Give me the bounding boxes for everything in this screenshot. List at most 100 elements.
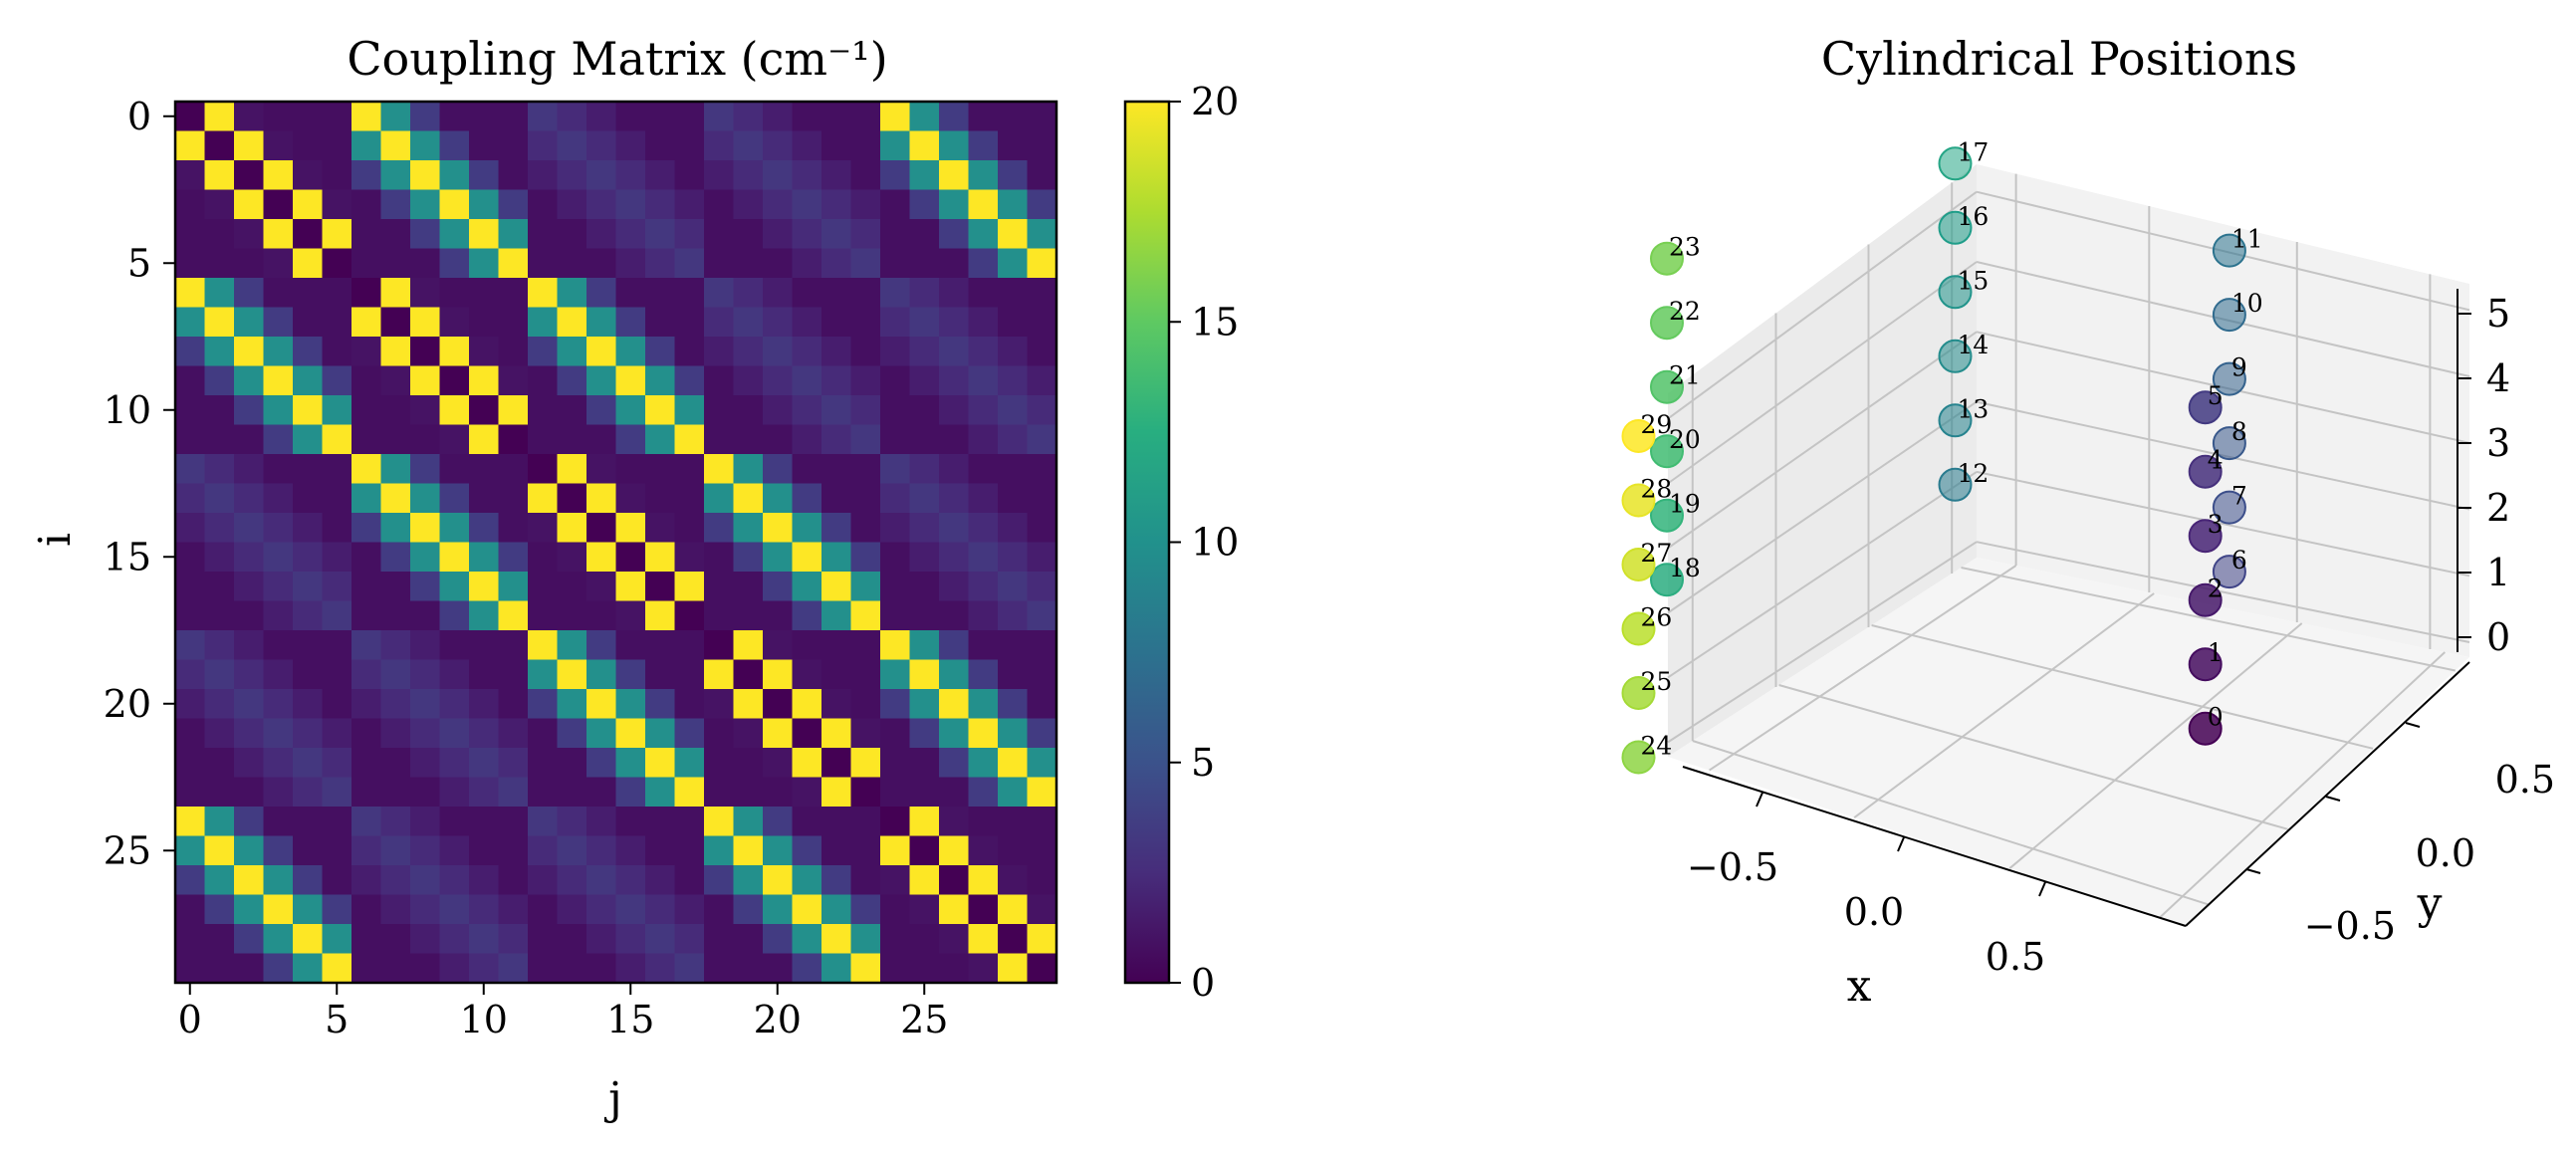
- heatmap-cell: [498, 807, 529, 837]
- heatmap-cell: [351, 248, 382, 279]
- heatmap-cell: [792, 454, 822, 485]
- heatmap-cell: [1027, 600, 1057, 631]
- heatmap-cell: [645, 130, 676, 161]
- scatter-point-label: 16: [1958, 202, 1990, 231]
- heatmap-cell: [351, 600, 382, 631]
- heatmap-cell: [380, 130, 411, 161]
- heatmap-cell: [380, 337, 411, 367]
- heatmap-cell: [704, 307, 735, 338]
- heatmap-cell: [850, 659, 881, 690]
- heatmap-cell: [204, 835, 235, 866]
- heatmap-cell: [792, 307, 822, 338]
- heatmap-cell: [557, 777, 587, 808]
- axis-tick-label: 0.5: [2495, 758, 2555, 802]
- heatmap-cell: [469, 483, 500, 514]
- heatmap-cell: [998, 807, 1029, 837]
- heatmap-cell: [704, 777, 735, 808]
- heatmap-cell: [704, 835, 735, 866]
- heatmap-cell: [204, 894, 235, 925]
- heatmap-cell: [528, 513, 559, 544]
- heatmap-cell: [968, 630, 999, 661]
- gridline: [1871, 624, 2374, 750]
- heatmap-cell: [1027, 924, 1057, 955]
- scatter-point: [1621, 548, 1656, 581]
- heatmap-cell: [968, 219, 999, 250]
- heatmap-cell: [792, 689, 822, 720]
- heatmap-cell: [909, 542, 940, 573]
- heatmap-cell: [998, 572, 1029, 602]
- heatmap-cell: [615, 924, 646, 955]
- heatmap-cell: [469, 365, 500, 396]
- heatmap-cell: [645, 248, 676, 279]
- heatmap-cell: [234, 600, 265, 631]
- heatmap-cell: [469, 337, 500, 367]
- scatter3d-title: Cylindrical Positions: [1821, 32, 2297, 86]
- heatmap-cell: [380, 953, 411, 984]
- heatmap-cell: [1027, 307, 1057, 338]
- heatmap-cell: [263, 513, 294, 544]
- heatmap-cell: [410, 835, 441, 866]
- heatmap-cell: [380, 630, 411, 661]
- heatmap-cell: [674, 572, 705, 602]
- heatmap-cell: [439, 365, 470, 396]
- heatmap-cell: [821, 395, 852, 426]
- heatmap-cell: [850, 483, 881, 514]
- heatmap-cell: [763, 278, 794, 309]
- heatmap-cell: [850, 337, 881, 367]
- heatmap-cell: [557, 718, 587, 749]
- heatmap-cell: [322, 718, 352, 749]
- heatmap-cell: [293, 102, 324, 132]
- heatmap-cell: [263, 424, 294, 455]
- heatmap-cell: [792, 807, 822, 837]
- heatmap-cell: [528, 572, 559, 602]
- gridline: [1667, 190, 1978, 420]
- heatmap-cell: [645, 160, 676, 191]
- scatter-point: [1938, 467, 1973, 502]
- heatmap-cell: [410, 894, 441, 925]
- heatmap-cell: [968, 600, 999, 631]
- heatmap-cell: [380, 748, 411, 779]
- heatmap-cell: [645, 337, 676, 367]
- heatmap-cell: [263, 600, 294, 631]
- heatmap-cell: [939, 718, 970, 749]
- heatmap-cell: [909, 630, 940, 661]
- heatmap-cell: [175, 395, 206, 426]
- heatmap-cell: [821, 483, 852, 514]
- heatmap-cell: [528, 718, 559, 749]
- heatmap-cell: [351, 689, 382, 720]
- scatter-point: [1650, 306, 1684, 341]
- heatmap-cell: [263, 865, 294, 896]
- heatmap-cell: [586, 748, 617, 779]
- heatmap-cell: [498, 160, 529, 191]
- heatmap-cell: [469, 102, 500, 132]
- heatmap-cell: [704, 600, 735, 631]
- heatmap-cell: [763, 248, 794, 279]
- heatmap-cell: [293, 924, 324, 955]
- heatmap-cell: [586, 219, 617, 250]
- axis-tick-label: 1: [2486, 551, 2510, 594]
- heatmap-cell: [674, 777, 705, 808]
- heatmap-cell: [733, 718, 764, 749]
- heatmap-cell: [322, 219, 352, 250]
- heatmap-cell: [293, 219, 324, 250]
- gridline: [1667, 261, 1978, 485]
- heatmap-cell: [586, 865, 617, 896]
- heatmap-cell: [351, 865, 382, 896]
- heatmap-cell: [850, 454, 881, 485]
- heatmap-cell: [557, 102, 587, 132]
- gridline: [1667, 331, 1978, 550]
- heatmap-cell: [439, 102, 470, 132]
- heatmap-cell: [792, 777, 822, 808]
- axis-tick-label: 2: [2486, 486, 2510, 530]
- heatmap-cell: [322, 659, 352, 690]
- heatmap-cell: [674, 365, 705, 396]
- heatmap-cell: [850, 777, 881, 808]
- heatmap-cell: [498, 424, 529, 455]
- colorbar-tick-label: 20: [1191, 80, 1239, 123]
- heatmap-cell: [439, 248, 470, 279]
- heatmap-cell: [351, 542, 382, 573]
- heatmap-cell: [322, 924, 352, 955]
- heatmap-cell: [1027, 894, 1057, 925]
- heatmap-cell: [439, 807, 470, 837]
- heatmap-cell: [439, 748, 470, 779]
